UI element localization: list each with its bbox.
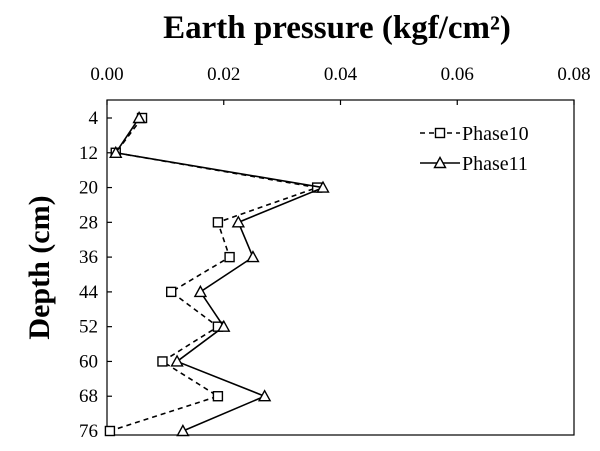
y-tick-label: 44	[79, 282, 99, 303]
y-tick-label: 36	[79, 247, 98, 268]
y-tick-label: 76	[79, 421, 98, 442]
series-line-phase10	[109, 117, 321, 432]
x-tick-label: 0.02	[207, 64, 240, 85]
point-phase11	[246, 250, 260, 263]
point-phase11	[109, 145, 123, 158]
point-phase11	[257, 389, 272, 402]
y-axis-ticks: 4 12 20 28 36 44 52 60 68 76	[79, 108, 112, 442]
point-phase11	[132, 111, 146, 124]
point-phase10	[212, 217, 224, 228]
x-axis-ticks: 0.00 0.02 0.04 0.06 0.08	[90, 64, 591, 105]
legend-item-phase10: Phase10	[420, 123, 529, 145]
point-phase11	[217, 319, 231, 332]
point-phase11	[176, 424, 190, 437]
legend: Phase10 Phase11	[420, 123, 529, 175]
x-tick-label: 0.00	[90, 64, 123, 85]
y-tick-label: 60	[79, 351, 98, 372]
legend-marker-phase11	[433, 156, 447, 169]
y-tick-label: 12	[79, 143, 98, 164]
point-phase11	[193, 284, 208, 298]
y-tick-label: 52	[79, 317, 98, 338]
point-phase10	[224, 251, 235, 263]
point-phase11	[231, 215, 246, 228]
legend-label-phase10: Phase10	[462, 123, 529, 145]
legend-label-phase11: Phase11	[462, 153, 528, 175]
y-tick-label: 28	[79, 212, 98, 233]
x-tick-label: 0.08	[557, 64, 590, 85]
series-line-phase11	[114, 117, 326, 432]
y-tick-label: 4	[89, 108, 99, 129]
y-tick-label: 20	[79, 178, 98, 199]
series-phase11	[109, 111, 330, 437]
series-phase10	[104, 112, 323, 437]
plot-frame	[106, 99, 575, 436]
y-tick-label: 68	[79, 386, 98, 407]
y-axis-label: Depth (cm)	[23, 195, 56, 339]
legend-marker-phase10	[434, 127, 446, 139]
x-tick-label: 0.04	[324, 64, 358, 85]
legend-item-phase11: Phase11	[420, 153, 528, 175]
point-phase10	[166, 286, 177, 298]
point-phase10	[157, 356, 168, 367]
series-layer	[104, 111, 330, 437]
point-phase10	[212, 391, 224, 402]
chart-title: Earth pressure (kgf/cm²)	[163, 10, 511, 46]
point-phase10	[104, 425, 116, 437]
point-phase11	[316, 180, 330, 193]
x-tick-label: 0.06	[441, 64, 474, 85]
point-phase11	[170, 354, 184, 367]
